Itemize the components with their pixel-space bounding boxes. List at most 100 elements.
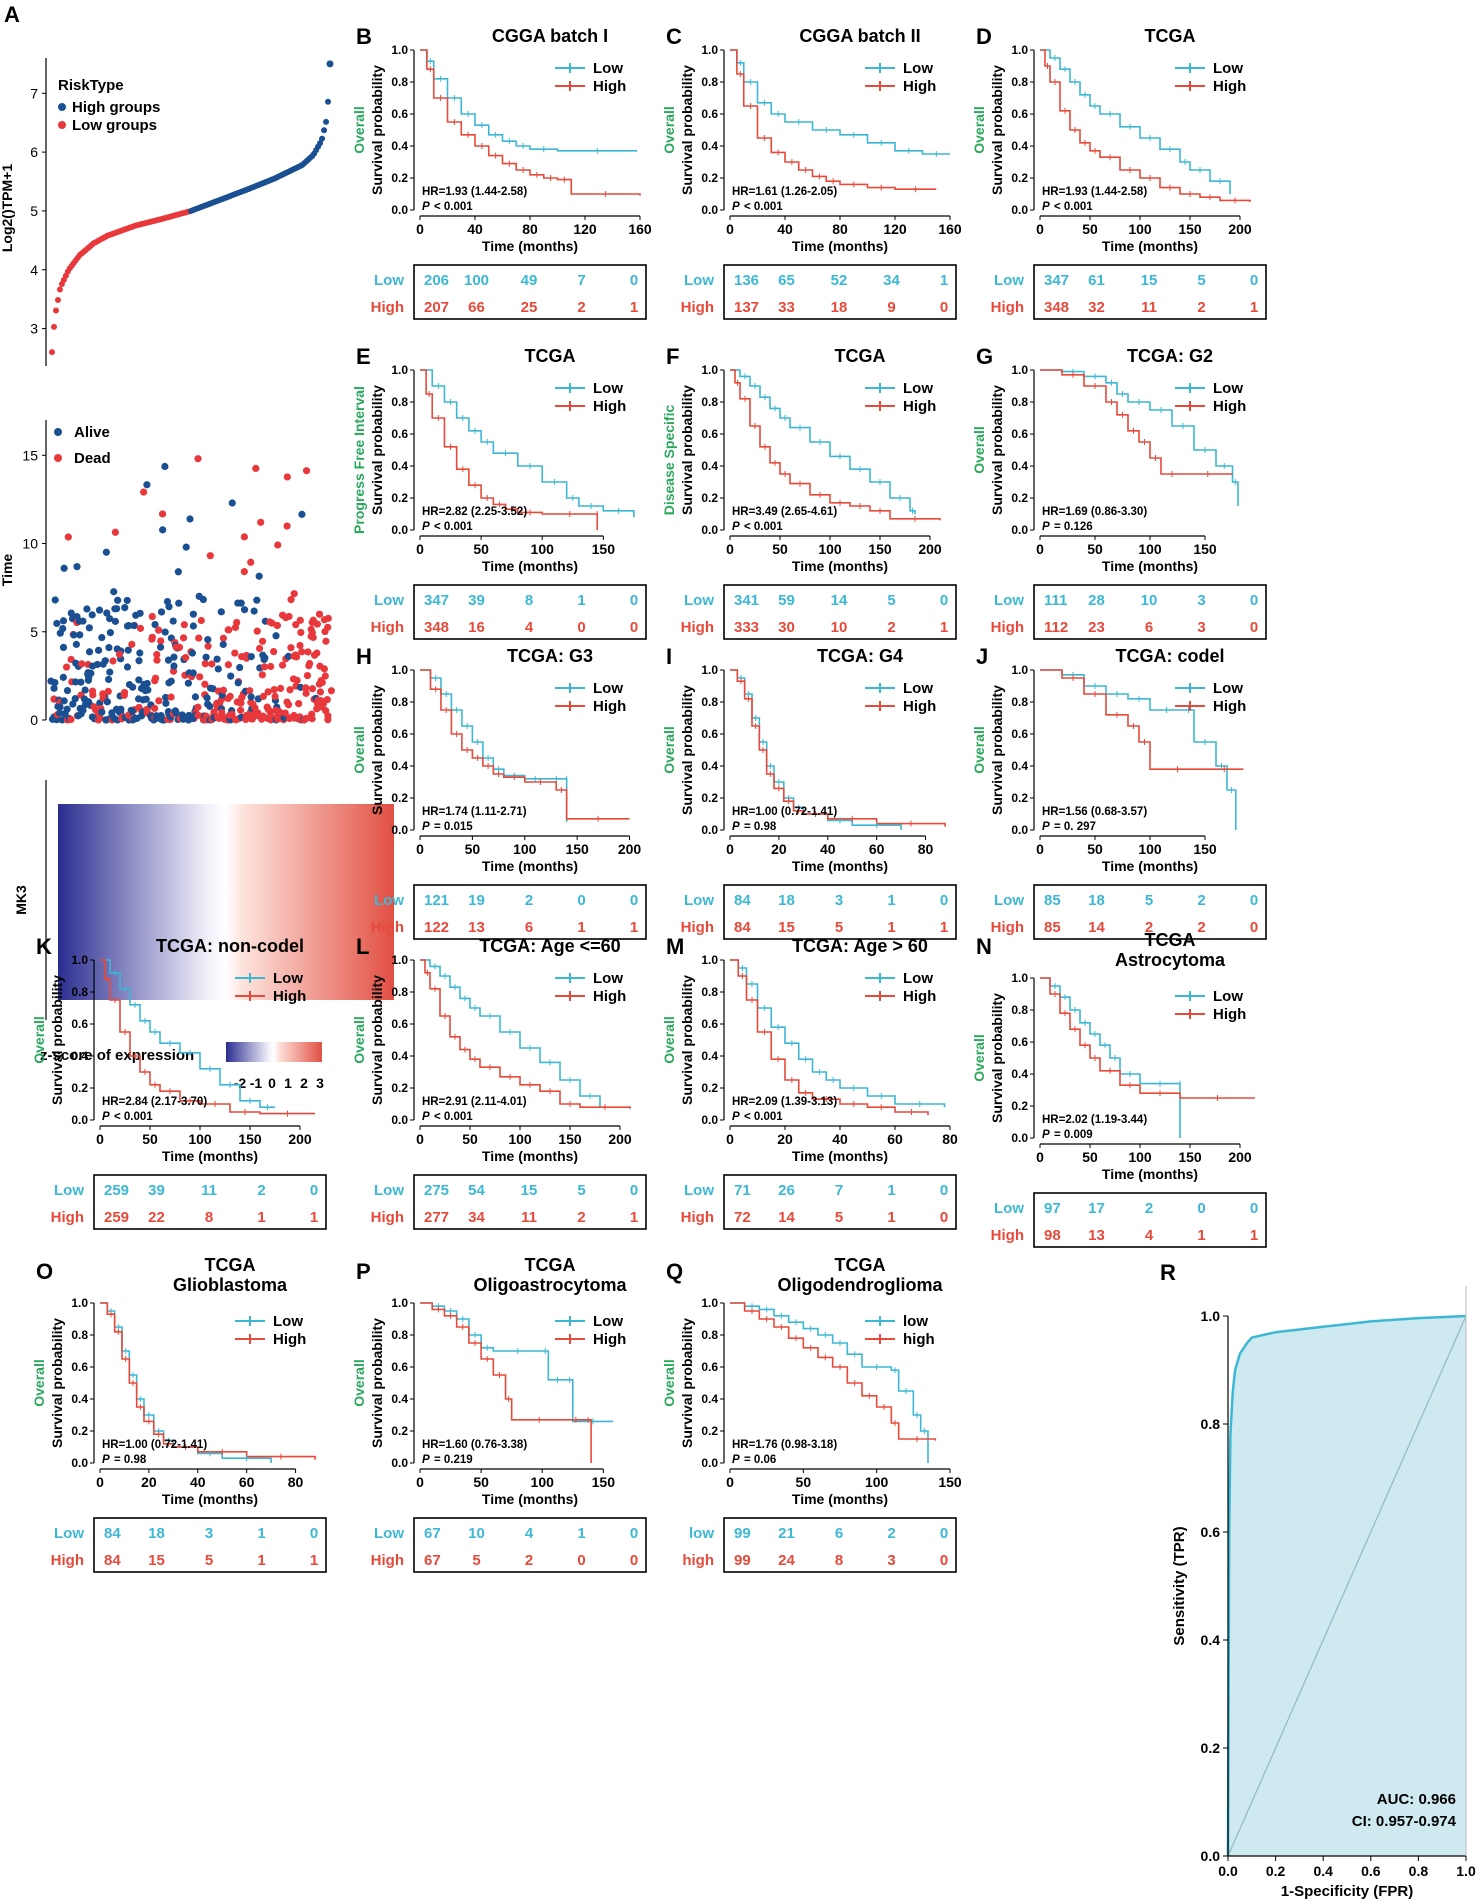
- y-tick-label: 0.0: [1011, 823, 1028, 837]
- status-point: [273, 621, 282, 630]
- panel-title: TCGA: [205, 1255, 256, 1275]
- risk-cell: 15: [521, 1182, 538, 1199]
- risk-cell: 61: [1088, 272, 1105, 289]
- y-tick-label: 0.2: [391, 1081, 408, 1095]
- status-point: [219, 634, 228, 642]
- risk-cell: 2: [577, 299, 585, 316]
- y-tick-label: 0.4: [701, 459, 718, 473]
- risk-row-label: high: [682, 1552, 714, 1569]
- panel-letter: E: [356, 344, 371, 369]
- y-tick-label: 0.2: [701, 491, 718, 505]
- risk-cell: 18: [778, 892, 795, 909]
- status-point: [101, 657, 109, 665]
- x-tick-label: 0: [726, 221, 734, 237]
- risk-cell: 59: [778, 592, 795, 609]
- risk-cell: 136: [734, 272, 759, 289]
- y-axis-label: Survival probability: [369, 385, 385, 515]
- risk-table: [413, 884, 647, 940]
- x-tick-label: 100: [1128, 221, 1152, 237]
- low-curve: [1040, 669, 1237, 830]
- risk-cell: 0: [1250, 619, 1258, 636]
- status-point: [89, 691, 97, 699]
- y-tick-label: 0.6: [701, 1360, 718, 1374]
- p-value: = 0.015: [434, 821, 473, 833]
- risk-row-label: Low: [54, 1182, 84, 1199]
- y-axis-label: Sensitivity (TPR): [1171, 1526, 1188, 1645]
- y-tick-label: 5: [30, 203, 38, 219]
- y-tick-label: 0.2: [701, 1081, 718, 1095]
- high-curve: [420, 1302, 592, 1463]
- status-point: [135, 676, 143, 684]
- risk-cell: 39: [468, 592, 485, 609]
- risk-cell: 2: [1145, 919, 1153, 936]
- x-tick-label: 0: [1036, 221, 1044, 237]
- x-tick-label: 50: [1082, 221, 1098, 237]
- risk-cell: 32: [1088, 299, 1105, 316]
- risk-cell: 2: [1197, 919, 1205, 936]
- high-curve: [100, 1302, 316, 1460]
- risk-cell: 21: [778, 1525, 795, 1542]
- status-point: [51, 596, 59, 604]
- status-point: [161, 462, 169, 471]
- status-point: [217, 608, 225, 616]
- status-point: [298, 648, 306, 656]
- panel-title: Astrocytoma: [1115, 950, 1226, 970]
- status-point: [258, 671, 266, 679]
- status-point: [128, 707, 136, 715]
- status-point: [161, 628, 169, 636]
- risk-row-label: Low: [374, 592, 404, 609]
- status-point: [219, 640, 227, 649]
- y-tick-label: 1.0: [1011, 663, 1028, 677]
- colorbar-tick-label: 2: [300, 1075, 308, 1091]
- x-tick-label: 40: [820, 841, 836, 857]
- risk-cell: 34: [468, 1209, 485, 1226]
- y-axis-group-label: Overall: [31, 1016, 47, 1063]
- y-tick-label: 0: [30, 712, 38, 728]
- low-curve: [100, 959, 275, 1108]
- colorbar-tick-label: -1: [250, 1075, 263, 1091]
- status-point: [240, 533, 248, 541]
- x-tick-label: 50: [1087, 541, 1103, 557]
- status-point: [175, 599, 183, 607]
- status-point: [283, 473, 291, 481]
- x-tick-label: 0: [416, 841, 424, 857]
- legend-label: Low: [273, 970, 303, 987]
- y-tick-label: 0.4: [391, 759, 408, 773]
- legend-label: low: [903, 1313, 928, 1330]
- status-point: [313, 649, 321, 657]
- y-tick-label: 0.0: [71, 1456, 88, 1470]
- y-tick-label: 0.0: [701, 523, 718, 537]
- y-tick-label: 0.2: [391, 171, 408, 185]
- status-point: [286, 686, 294, 694]
- status-point: [240, 568, 248, 576]
- risk-point: [323, 118, 330, 125]
- high-curve: [730, 49, 937, 190]
- y-axis-label: Survival probability: [989, 993, 1005, 1123]
- risk-row-label: Low: [994, 892, 1024, 909]
- status-point: [156, 643, 165, 651]
- risk-cell: 7: [577, 272, 585, 289]
- x-tick-label: 20: [141, 1474, 157, 1490]
- risk-cell: 11: [521, 1209, 537, 1226]
- legend-dot: [54, 454, 62, 462]
- p-value: < 0.001: [434, 1111, 473, 1123]
- panel-title: TCGA: G3: [507, 646, 593, 666]
- legend-label: High: [593, 698, 626, 715]
- y-tick-label: 0.6: [391, 427, 408, 441]
- status-point: [242, 715, 250, 724]
- risk-point: [319, 135, 326, 142]
- p-value: < 0.001: [114, 1111, 153, 1123]
- x-axis-label: Time (months): [1102, 858, 1198, 874]
- status-point: [308, 715, 316, 723]
- status-point: [292, 621, 300, 629]
- p-value: < 0.001: [744, 1111, 783, 1123]
- status-point: [77, 678, 85, 686]
- risk-point: [54, 297, 61, 304]
- status-point: [228, 710, 236, 718]
- risk-cell: 1: [577, 919, 585, 936]
- status-point: [83, 605, 91, 613]
- panel-r: R 0.0 0.2 0.4 0.6 0.8 1.0 0.0 0.2 0.4 0.6 0.8 1.0 1-S…: [1160, 1260, 1476, 1900]
- y-tick-label: 1.0: [71, 1296, 88, 1310]
- legend-label: Low: [593, 970, 623, 987]
